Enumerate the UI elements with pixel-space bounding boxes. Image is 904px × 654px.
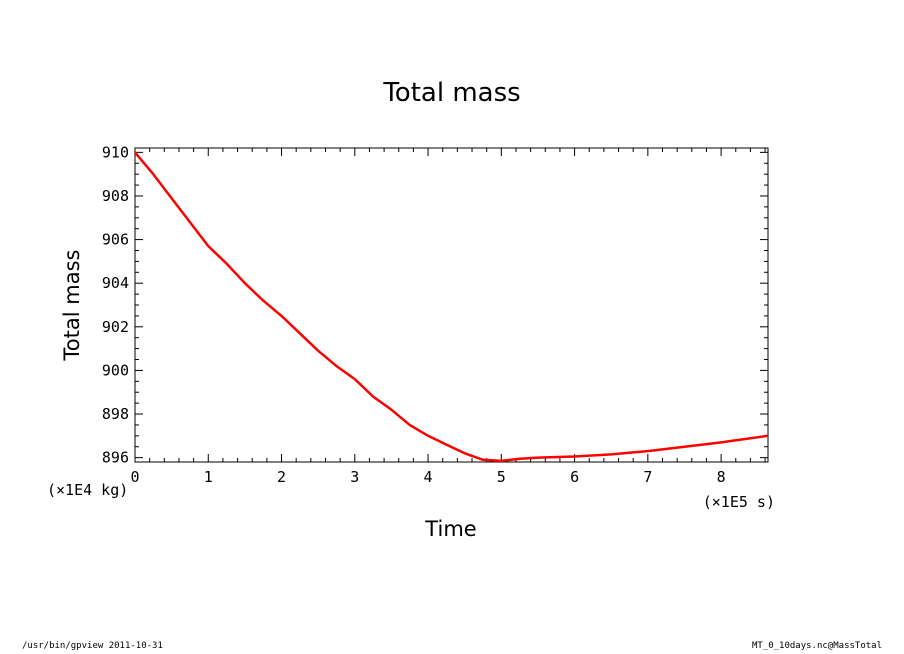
x-tick-label: 2 [277,468,286,486]
y-tick-label: 900 [102,361,129,379]
y-tick-label: 910 [102,143,129,161]
y-tick-label: 898 [102,405,129,423]
plot-frame [134,147,769,463]
y-tick-label: 896 [102,449,129,467]
y-axis-label: Total mass [60,250,84,362]
x-tick-label: 0 [130,468,139,486]
x-axis-label: Time [424,517,476,541]
x-tick-label: 8 [717,468,726,486]
y-tick-label: 904 [102,274,129,292]
y-unit-label: (×1E4 kg) [47,481,128,499]
x-tick-label: 7 [643,468,652,486]
y-tick-label: 906 [102,231,129,249]
tick-labels: 0 1 2 3 4 5 6 7 8 896 898 900 902 904 906 908 910 [102,143,726,486]
x-tick-label: 4 [424,468,433,486]
y-tick-label: 902 [102,318,129,336]
footer-left-text: /usr/bin/gpview 2011-10-31 [22,641,163,651]
x-tick-label: 1 [204,468,213,486]
axis-ticks [134,148,768,462]
footer-right-text: MT_0_10days.nc@MassTotal [751,641,882,651]
x-unit-label: (×1E5 s) [703,493,775,511]
x-tick-label: 3 [350,468,359,486]
chart-title: Total mass [382,78,520,108]
x-tick-label: 6 [570,468,579,486]
series-line [134,151,769,463]
x-tick-label: 5 [497,468,506,486]
y-tick-label: 908 [102,187,129,205]
